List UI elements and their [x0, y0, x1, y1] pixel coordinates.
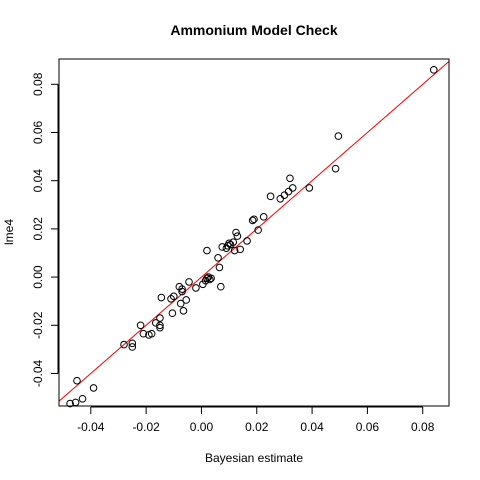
data-point — [192, 284, 200, 292]
x-tick-label: 0.08 — [411, 420, 435, 434]
x-tick-label: 0.06 — [356, 420, 380, 434]
data-point — [78, 394, 87, 403]
data-point — [156, 321, 164, 330]
x-tick-label: -0.02 — [132, 420, 160, 434]
data-point — [286, 174, 294, 183]
data-point — [284, 187, 293, 196]
data-point — [136, 321, 145, 330]
data-point — [334, 132, 343, 140]
y-tick-label: 0.06 — [31, 120, 45, 144]
data-point — [147, 329, 156, 338]
data-point — [156, 314, 164, 322]
reference-line — [59, 60, 449, 402]
data-point — [218, 243, 226, 251]
data-point — [185, 278, 193, 286]
data-point — [331, 164, 340, 173]
y-axis-label: lme4 — [2, 219, 16, 245]
data-point — [266, 192, 275, 201]
data-point — [205, 275, 214, 284]
data-point — [288, 184, 297, 192]
data-point — [232, 228, 240, 237]
chart-title: Ammonium Model Check — [170, 22, 337, 38]
data-point — [233, 232, 242, 240]
data-point — [139, 329, 148, 338]
data-point — [429, 66, 438, 74]
data-point — [215, 263, 224, 272]
data-point — [168, 309, 177, 318]
data-point — [66, 399, 74, 408]
data-point — [120, 340, 128, 349]
data-point — [236, 245, 244, 254]
data-point — [217, 282, 225, 291]
data-point — [182, 296, 191, 304]
data-point — [203, 246, 211, 255]
y-tick-label: 0.04 — [31, 169, 45, 193]
data-point — [178, 287, 186, 296]
data-point — [243, 237, 251, 245]
data-point — [156, 323, 164, 332]
data-point — [152, 319, 160, 327]
data-point — [229, 238, 238, 246]
data-point — [305, 184, 314, 192]
x-tick-label: 0.00 — [190, 420, 214, 434]
data-point — [248, 216, 257, 225]
data-point — [250, 215, 258, 224]
data-point — [128, 339, 137, 348]
data-point — [276, 194, 285, 203]
data-point — [169, 292, 178, 301]
data-point — [254, 226, 262, 234]
y-tick-label: -0.04 — [31, 359, 45, 387]
data-point — [157, 293, 166, 302]
data-point — [214, 254, 222, 262]
data-point — [207, 274, 215, 283]
data-point — [128, 343, 137, 351]
data-point — [230, 246, 239, 255]
y-tick-label: 0.00 — [31, 265, 45, 289]
data-point — [178, 285, 186, 293]
data-point — [89, 384, 98, 392]
x-tick-label: 0.04 — [300, 420, 324, 434]
plot-frame — [58, 58, 450, 407]
data-point — [225, 239, 233, 248]
data-point — [179, 307, 188, 315]
x-tick-label: 0.02 — [245, 420, 269, 434]
x-axis-label: Bayesian estimate — [205, 451, 303, 465]
data-point — [259, 213, 268, 221]
data-point — [73, 376, 81, 385]
data-point — [176, 299, 185, 308]
x-tick-label: -0.04 — [77, 420, 105, 434]
y-tick-label: -0.02 — [31, 311, 45, 339]
y-tick-label: 0.02 — [31, 217, 45, 241]
data-point — [280, 191, 289, 199]
y-tick-label: 0.08 — [31, 72, 45, 96]
